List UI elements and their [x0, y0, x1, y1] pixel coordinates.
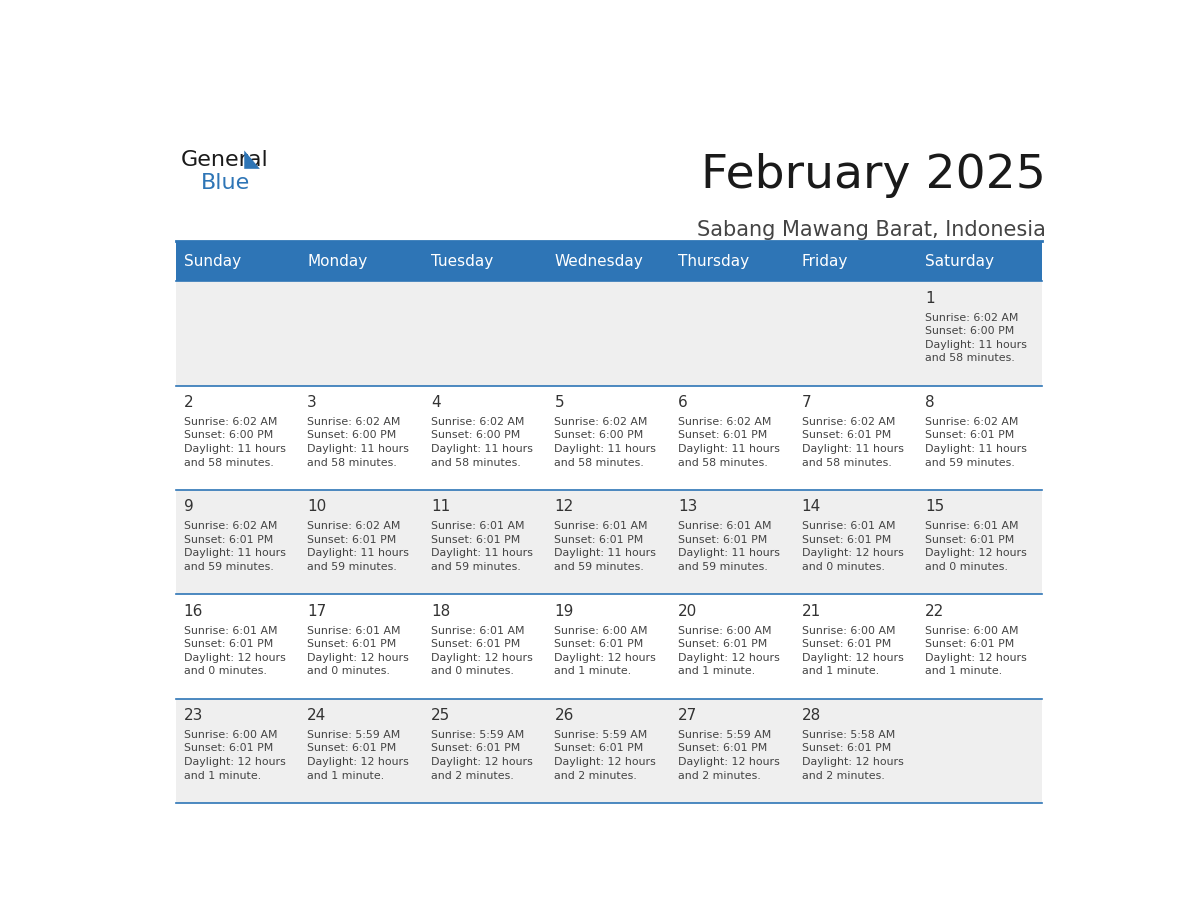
- Text: Sunrise: 5:59 AM
Sunset: 6:01 PM
Daylight: 12 hours
and 2 minutes.: Sunrise: 5:59 AM Sunset: 6:01 PM Dayligh…: [678, 730, 781, 780]
- Text: Sunrise: 6:02 AM
Sunset: 6:00 PM
Daylight: 11 hours
and 58 minutes.: Sunrise: 6:02 AM Sunset: 6:00 PM Dayligh…: [431, 417, 532, 467]
- Text: 20: 20: [678, 604, 697, 619]
- Text: 19: 19: [555, 604, 574, 619]
- Text: Sunrise: 6:00 AM
Sunset: 6:01 PM
Daylight: 12 hours
and 1 minute.: Sunrise: 6:00 AM Sunset: 6:01 PM Dayligh…: [802, 625, 904, 677]
- Text: Sunrise: 6:02 AM
Sunset: 6:01 PM
Daylight: 11 hours
and 59 minutes.: Sunrise: 6:02 AM Sunset: 6:01 PM Dayligh…: [183, 521, 285, 572]
- Bar: [176, 490, 1042, 594]
- Bar: [176, 699, 1042, 803]
- Text: Monday: Monday: [308, 253, 367, 269]
- Text: 24: 24: [308, 708, 327, 723]
- Text: Blue: Blue: [201, 173, 251, 193]
- Bar: [423, 241, 546, 281]
- Text: Sunrise: 6:00 AM
Sunset: 6:01 PM
Daylight: 12 hours
and 1 minute.: Sunrise: 6:00 AM Sunset: 6:01 PM Dayligh…: [555, 625, 656, 677]
- Bar: [176, 386, 1042, 490]
- Bar: [176, 241, 299, 281]
- Text: 9: 9: [183, 499, 194, 514]
- Bar: [299, 241, 423, 281]
- Text: 12: 12: [555, 499, 574, 514]
- Polygon shape: [245, 151, 260, 169]
- Text: 25: 25: [431, 708, 450, 723]
- Text: General: General: [181, 151, 268, 170]
- Text: 6: 6: [678, 395, 688, 410]
- Bar: [176, 281, 1042, 386]
- Text: 22: 22: [925, 604, 944, 619]
- Text: Sunrise: 6:02 AM
Sunset: 6:01 PM
Daylight: 11 hours
and 59 minutes.: Sunrise: 6:02 AM Sunset: 6:01 PM Dayligh…: [925, 417, 1028, 467]
- Text: 17: 17: [308, 604, 327, 619]
- Text: Wednesday: Wednesday: [555, 253, 643, 269]
- Text: 5: 5: [555, 395, 564, 410]
- Text: 8: 8: [925, 395, 935, 410]
- Text: Tuesday: Tuesday: [431, 253, 493, 269]
- Text: Sunrise: 6:02 AM
Sunset: 6:01 PM
Daylight: 11 hours
and 59 minutes.: Sunrise: 6:02 AM Sunset: 6:01 PM Dayligh…: [308, 521, 409, 572]
- Text: 23: 23: [183, 708, 203, 723]
- Text: 14: 14: [802, 499, 821, 514]
- Text: Sunrise: 6:01 AM
Sunset: 6:01 PM
Daylight: 12 hours
and 0 minutes.: Sunrise: 6:01 AM Sunset: 6:01 PM Dayligh…: [308, 625, 409, 677]
- Text: 7: 7: [802, 395, 811, 410]
- Text: Sunrise: 6:01 AM
Sunset: 6:01 PM
Daylight: 12 hours
and 0 minutes.: Sunrise: 6:01 AM Sunset: 6:01 PM Dayligh…: [183, 625, 285, 677]
- Text: Sunrise: 5:59 AM
Sunset: 6:01 PM
Daylight: 12 hours
and 2 minutes.: Sunrise: 5:59 AM Sunset: 6:01 PM Dayligh…: [555, 730, 656, 780]
- Text: Sunrise: 6:00 AM
Sunset: 6:01 PM
Daylight: 12 hours
and 1 minute.: Sunrise: 6:00 AM Sunset: 6:01 PM Dayligh…: [183, 730, 285, 780]
- Bar: [546, 241, 671, 281]
- Text: Sunrise: 6:02 AM
Sunset: 6:00 PM
Daylight: 11 hours
and 58 minutes.: Sunrise: 6:02 AM Sunset: 6:00 PM Dayligh…: [183, 417, 285, 467]
- Text: Friday: Friday: [802, 253, 848, 269]
- Text: Sunrise: 6:00 AM
Sunset: 6:01 PM
Daylight: 12 hours
and 1 minute.: Sunrise: 6:00 AM Sunset: 6:01 PM Dayligh…: [925, 625, 1028, 677]
- Text: 3: 3: [308, 395, 317, 410]
- Text: 21: 21: [802, 604, 821, 619]
- Text: Sunrise: 6:02 AM
Sunset: 6:01 PM
Daylight: 11 hours
and 58 minutes.: Sunrise: 6:02 AM Sunset: 6:01 PM Dayligh…: [678, 417, 781, 467]
- Text: Saturday: Saturday: [925, 253, 994, 269]
- Text: Sunrise: 5:59 AM
Sunset: 6:01 PM
Daylight: 12 hours
and 1 minute.: Sunrise: 5:59 AM Sunset: 6:01 PM Dayligh…: [308, 730, 409, 780]
- Text: 11: 11: [431, 499, 450, 514]
- Bar: [671, 241, 795, 281]
- Text: 16: 16: [183, 604, 203, 619]
- Text: Sunrise: 6:01 AM
Sunset: 6:01 PM
Daylight: 12 hours
and 0 minutes.: Sunrise: 6:01 AM Sunset: 6:01 PM Dayligh…: [925, 521, 1028, 572]
- Bar: [918, 241, 1042, 281]
- Text: Sunrise: 6:01 AM
Sunset: 6:01 PM
Daylight: 11 hours
and 59 minutes.: Sunrise: 6:01 AM Sunset: 6:01 PM Dayligh…: [431, 521, 532, 572]
- Text: 28: 28: [802, 708, 821, 723]
- Text: Sabang Mawang Barat, Indonesia: Sabang Mawang Barat, Indonesia: [697, 219, 1047, 240]
- Text: 1: 1: [925, 291, 935, 306]
- Text: 18: 18: [431, 604, 450, 619]
- Bar: [795, 241, 918, 281]
- Text: Sunrise: 5:58 AM
Sunset: 6:01 PM
Daylight: 12 hours
and 2 minutes.: Sunrise: 5:58 AM Sunset: 6:01 PM Dayligh…: [802, 730, 904, 780]
- Text: 13: 13: [678, 499, 697, 514]
- Text: Sunday: Sunday: [183, 253, 241, 269]
- Text: 26: 26: [555, 708, 574, 723]
- Text: Sunrise: 6:01 AM
Sunset: 6:01 PM
Daylight: 12 hours
and 0 minutes.: Sunrise: 6:01 AM Sunset: 6:01 PM Dayligh…: [802, 521, 904, 572]
- Text: 27: 27: [678, 708, 697, 723]
- Text: Sunrise: 6:01 AM
Sunset: 6:01 PM
Daylight: 12 hours
and 0 minutes.: Sunrise: 6:01 AM Sunset: 6:01 PM Dayligh…: [431, 625, 532, 677]
- Bar: [176, 594, 1042, 699]
- Text: 15: 15: [925, 499, 944, 514]
- Text: Sunrise: 6:01 AM
Sunset: 6:01 PM
Daylight: 11 hours
and 59 minutes.: Sunrise: 6:01 AM Sunset: 6:01 PM Dayligh…: [555, 521, 657, 572]
- Text: 10: 10: [308, 499, 327, 514]
- Text: 2: 2: [183, 395, 194, 410]
- Text: 4: 4: [431, 395, 441, 410]
- Text: Sunrise: 6:01 AM
Sunset: 6:01 PM
Daylight: 11 hours
and 59 minutes.: Sunrise: 6:01 AM Sunset: 6:01 PM Dayligh…: [678, 521, 781, 572]
- Text: Sunrise: 6:02 AM
Sunset: 6:00 PM
Daylight: 11 hours
and 58 minutes.: Sunrise: 6:02 AM Sunset: 6:00 PM Dayligh…: [555, 417, 657, 467]
- Text: February 2025: February 2025: [701, 152, 1047, 197]
- Text: Sunrise: 6:02 AM
Sunset: 6:01 PM
Daylight: 11 hours
and 58 minutes.: Sunrise: 6:02 AM Sunset: 6:01 PM Dayligh…: [802, 417, 904, 467]
- Text: Sunrise: 6:02 AM
Sunset: 6:00 PM
Daylight: 11 hours
and 58 minutes.: Sunrise: 6:02 AM Sunset: 6:00 PM Dayligh…: [925, 312, 1028, 364]
- Text: Sunrise: 6:00 AM
Sunset: 6:01 PM
Daylight: 12 hours
and 1 minute.: Sunrise: 6:00 AM Sunset: 6:01 PM Dayligh…: [678, 625, 781, 677]
- Text: Sunrise: 5:59 AM
Sunset: 6:01 PM
Daylight: 12 hours
and 2 minutes.: Sunrise: 5:59 AM Sunset: 6:01 PM Dayligh…: [431, 730, 532, 780]
- Text: Sunrise: 6:02 AM
Sunset: 6:00 PM
Daylight: 11 hours
and 58 minutes.: Sunrise: 6:02 AM Sunset: 6:00 PM Dayligh…: [308, 417, 409, 467]
- Text: Thursday: Thursday: [678, 253, 750, 269]
